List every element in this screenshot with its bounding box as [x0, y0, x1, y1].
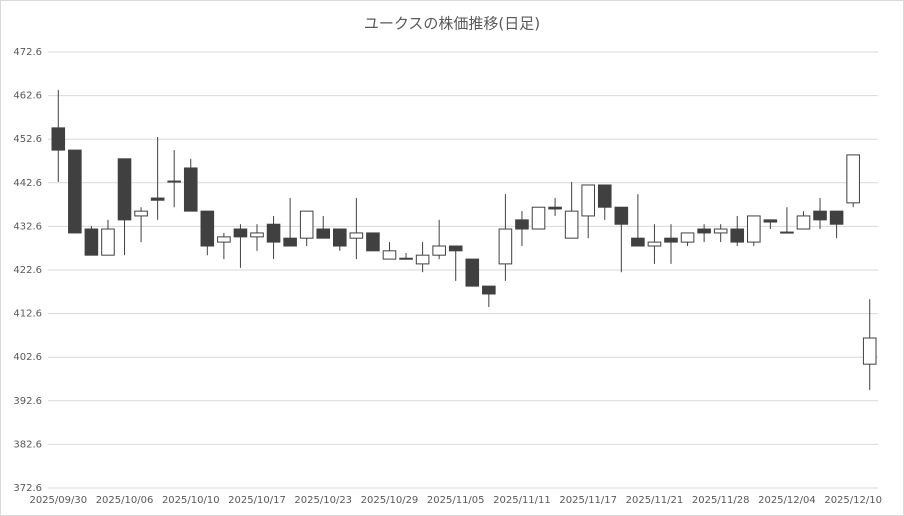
candle-body	[349, 232, 364, 239]
y-tick-label: 462.6	[13, 91, 42, 102]
candle-body	[266, 223, 281, 243]
x-tick-label: 2025/11/28	[692, 495, 750, 506]
candle-body	[134, 210, 148, 217]
candle-body	[101, 228, 115, 256]
x-tick-label: 2025/11/17	[559, 495, 617, 506]
candle-body	[382, 250, 397, 260]
candle-body	[167, 180, 181, 183]
candle-body	[482, 285, 496, 295]
candle-body	[150, 197, 165, 201]
candle-body	[465, 258, 480, 287]
candle-body	[581, 184, 595, 217]
candle-body	[813, 210, 827, 221]
candle-body	[664, 237, 678, 243]
candle-body	[415, 254, 430, 265]
candle-body	[515, 219, 529, 230]
candle-body	[531, 206, 546, 230]
candle-body	[432, 245, 446, 256]
y-tick-label: 422.6	[13, 265, 42, 276]
x-tick-label: 2025/12/10	[824, 495, 882, 506]
x-tick-label: 2025/12/04	[758, 495, 816, 506]
candle-body	[117, 158, 132, 221]
candle-body	[713, 228, 728, 234]
candle-body	[564, 210, 579, 239]
candle-body	[448, 245, 463, 252]
candle-body	[51, 127, 66, 151]
candle-body	[217, 236, 231, 243]
candle-body	[796, 215, 811, 230]
y-tick-label: 452.6	[13, 134, 42, 145]
candle-body	[730, 228, 745, 243]
candle-body	[631, 237, 645, 247]
candle-body	[200, 210, 215, 247]
candle-body	[647, 241, 662, 247]
x-tick-label: 2025/11/05	[427, 495, 485, 506]
candle-body	[829, 210, 844, 225]
candle-body	[846, 154, 860, 204]
candle-body	[614, 206, 629, 225]
x-tick-label: 2025/10/23	[294, 495, 352, 506]
candle-body	[548, 206, 562, 210]
y-tick-label: 442.6	[13, 178, 42, 189]
candle-body	[862, 337, 877, 365]
candle-body	[399, 257, 413, 260]
y-tick-label: 402.6	[13, 352, 42, 363]
candle-body	[299, 210, 314, 239]
candle-body	[68, 149, 82, 234]
chart-title: ユークスの株価推移(日足)	[364, 15, 540, 33]
candle-body	[233, 228, 248, 238]
x-tick-label: 2025/10/17	[228, 495, 286, 506]
candle-body	[366, 232, 380, 252]
y-tick-label: 432.6	[13, 221, 42, 232]
candle-body	[747, 215, 761, 243]
candle-body	[283, 237, 297, 247]
y-tick-label: 412.6	[13, 309, 42, 320]
x-tick-label: 2025/09/30	[29, 495, 87, 506]
candle-body	[498, 228, 513, 265]
x-tick-label: 2025/10/29	[361, 495, 419, 506]
candle-body	[183, 167, 198, 212]
candle-body	[250, 232, 264, 238]
candle-body	[680, 232, 695, 243]
candle-body	[697, 228, 711, 234]
x-tick-label: 2025/11/11	[493, 495, 551, 506]
y-tick-label: 392.6	[13, 396, 42, 407]
candle-body	[84, 228, 99, 256]
candle-body	[597, 184, 612, 208]
candle-body	[333, 228, 347, 247]
candle-body	[763, 219, 778, 223]
y-tick-label: 382.6	[13, 439, 42, 450]
x-tick-label: 2025/10/06	[96, 495, 154, 506]
x-tick-label: 2025/11/21	[626, 495, 684, 506]
y-tick-label: 472.6	[13, 47, 42, 58]
y-tick-label: 372.6	[13, 483, 42, 494]
candle-body	[316, 228, 331, 239]
candle-body	[780, 231, 794, 234]
x-tick-label: 2025/10/10	[162, 495, 220, 506]
